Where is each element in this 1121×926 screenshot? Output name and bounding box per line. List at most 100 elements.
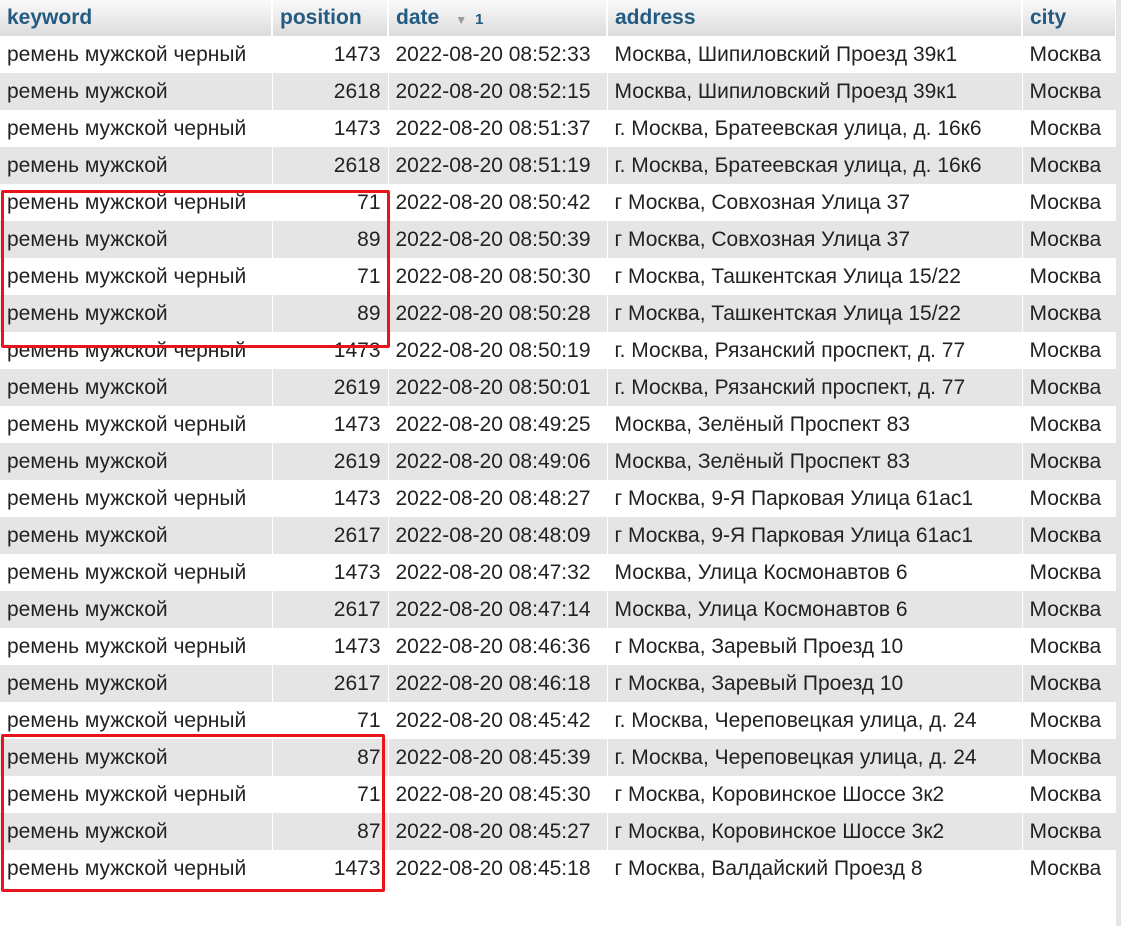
table-row[interactable]: ремень мужской черный 71 2022-08-20 08:45:… (0, 776, 1117, 813)
cell-position: 1473 (272, 480, 389, 517)
results-table: keyword position date ▼ 1 address city рем… (0, 0, 1117, 887)
table-row[interactable]: ремень мужской черный 71 2022-08-20 08:50:… (0, 258, 1117, 295)
cell-city: Москва (1022, 443, 1117, 480)
table-row[interactable]: ремень мужской черный 1473 2022-08-20 08:4… (0, 406, 1117, 443)
cell-position: 2618 (272, 73, 389, 110)
cell-date: 2022-08-20 08:50:19 (388, 332, 608, 369)
cell-position: 1473 (272, 332, 389, 369)
cell-address: Москва, Зелёный Проспект 83 (607, 443, 1023, 480)
table-row[interactable]: ремень мужской черный 1473 2022-08-20 08:5… (0, 110, 1117, 147)
cell-position: 1473 (272, 110, 389, 147)
cell-position: 2619 (272, 369, 389, 406)
cell-date: 2022-08-20 08:45:27 (388, 813, 608, 850)
table-row[interactable]: ремень мужской черный 1473 2022-08-20 08:4… (0, 480, 1117, 517)
column-header-date-label: date (396, 6, 440, 29)
table-row[interactable]: ремень мужской 87 2022-08-20 08:45:39 г. Мо… (0, 739, 1117, 776)
table-row[interactable]: ремень мужской 2617 2022-08-20 08:47:14 Мос… (0, 591, 1117, 628)
cell-keyword: ремень мужской черный (0, 776, 273, 813)
cell-address: Москва, Улица Космонавтов 6 (607, 591, 1023, 628)
column-edge (1116, 0, 1121, 926)
cell-date: 2022-08-20 08:45:18 (388, 850, 608, 887)
cell-date: 2022-08-20 08:50:39 (388, 221, 608, 258)
table-row[interactable]: ремень мужской 89 2022-08-20 08:50:28 г Мос… (0, 295, 1117, 332)
cell-position: 87 (272, 813, 389, 850)
cell-city: Москва (1022, 591, 1117, 628)
table-row[interactable]: ремень мужской черный 1473 2022-08-20 08:4… (0, 850, 1117, 887)
cell-date: 2022-08-20 08:45:39 (388, 739, 608, 776)
column-header-address[interactable]: address (607, 0, 1023, 36)
cell-city: Москва (1022, 665, 1117, 702)
cell-city: Москва (1022, 813, 1117, 850)
table-row[interactable]: ремень мужской черный 71 2022-08-20 08:45:… (0, 702, 1117, 739)
cell-keyword: ремень мужской (0, 517, 273, 554)
cell-date: 2022-08-20 08:48:09 (388, 517, 608, 554)
cell-address: г. Москва, Череповецкая улица, д. 24 (607, 702, 1023, 739)
table-row[interactable]: ремень мужской 87 2022-08-20 08:45:27 г Мос… (0, 813, 1117, 850)
cell-keyword: ремень мужской (0, 813, 273, 850)
cell-address: г Москва, Совхозная Улица 37 (607, 221, 1023, 258)
column-header-city[interactable]: city (1022, 0, 1117, 36)
cell-keyword: ремень мужской (0, 147, 273, 184)
cell-address: Москва, Улица Космонавтов 6 (607, 554, 1023, 591)
table-row[interactable]: ремень мужской 89 2022-08-20 08:50:39 г Мос… (0, 221, 1117, 258)
cell-keyword: ремень мужской черный (0, 36, 273, 73)
cell-city: Москва (1022, 739, 1117, 776)
cell-address: г. Москва, Рязанский проспект, д. 77 (607, 332, 1023, 369)
cell-position: 1473 (272, 36, 389, 73)
cell-address: г Москва, Коровинское Шоссе 3к2 (607, 776, 1023, 813)
cell-address: г Москва, Заревый Проезд 10 (607, 665, 1023, 702)
table-row[interactable]: ремень мужской 2617 2022-08-20 08:46:18 г М… (0, 665, 1117, 702)
table-row[interactable]: ремень мужской 2618 2022-08-20 08:52:15 Мос… (0, 73, 1117, 110)
cell-keyword: ремень мужской черный (0, 258, 273, 295)
cell-keyword: ремень мужской черный (0, 554, 273, 591)
cell-position: 2618 (272, 147, 389, 184)
cell-keyword: ремень мужской (0, 295, 273, 332)
cell-city: Москва (1022, 221, 1117, 258)
cell-date: 2022-08-20 08:47:14 (388, 591, 608, 628)
cell-city: Москва (1022, 332, 1117, 369)
cell-date: 2022-08-20 08:50:01 (388, 369, 608, 406)
table-row[interactable]: ремень мужской 2617 2022-08-20 08:48:09 г М… (0, 517, 1117, 554)
cell-keyword: ремень мужской черный (0, 332, 273, 369)
cell-position: 89 (272, 295, 389, 332)
cell-position: 1473 (272, 850, 389, 887)
cell-city: Москва (1022, 147, 1117, 184)
cell-date: 2022-08-20 08:46:36 (388, 628, 608, 665)
table-row[interactable]: ремень мужской черный 71 2022-08-20 08:50:… (0, 184, 1117, 221)
cell-position: 71 (272, 258, 389, 295)
cell-city: Москва (1022, 258, 1117, 295)
cell-position: 71 (272, 776, 389, 813)
cell-address: Москва, Шипиловский Проезд 39к1 (607, 73, 1023, 110)
table-row[interactable]: ремень мужской черный 1473 2022-08-20 08:5… (0, 332, 1117, 369)
column-header-date[interactable]: date ▼ 1 (388, 0, 608, 36)
column-header-position[interactable]: position (272, 0, 389, 36)
cell-city: Москва (1022, 110, 1117, 147)
cell-address: г Москва, Заревый Проезд 10 (607, 628, 1023, 665)
cell-keyword: ремень мужской черный (0, 628, 273, 665)
cell-keyword: ремень мужской черный (0, 110, 273, 147)
cell-city: Москва (1022, 184, 1117, 221)
cell-city: Москва (1022, 628, 1117, 665)
cell-date: 2022-08-20 08:46:18 (388, 665, 608, 702)
table-row[interactable]: ремень мужской 2619 2022-08-20 08:50:01 г. … (0, 369, 1117, 406)
table-row[interactable]: ремень мужской черный 1473 2022-08-20 08:4… (0, 628, 1117, 665)
cell-date: 2022-08-20 08:49:06 (388, 443, 608, 480)
cell-city: Москва (1022, 702, 1117, 739)
cell-city: Москва (1022, 369, 1117, 406)
cell-position: 1473 (272, 554, 389, 591)
cell-city: Москва (1022, 850, 1117, 887)
column-header-keyword[interactable]: keyword (0, 0, 273, 36)
cell-position: 87 (272, 739, 389, 776)
cell-address: г Москва, 9-Я Парковая Улица 61ас1 (607, 517, 1023, 554)
cell-position: 89 (272, 221, 389, 258)
cell-address: г. Москва, Череповецкая улица, д. 24 (607, 739, 1023, 776)
cell-position: 2617 (272, 591, 389, 628)
cell-keyword: ремень мужской (0, 443, 273, 480)
table-row[interactable]: ремень мужской черный 1473 2022-08-20 08:4… (0, 554, 1117, 591)
cell-address: г Москва, Совхозная Улица 37 (607, 184, 1023, 221)
cell-date: 2022-08-20 08:52:33 (388, 36, 608, 73)
table-row[interactable]: ремень мужской черный 1473 2022-08-20 08:5… (0, 36, 1117, 73)
cell-date: 2022-08-20 08:49:25 (388, 406, 608, 443)
table-row[interactable]: ремень мужской 2618 2022-08-20 08:51:19 г. … (0, 147, 1117, 184)
table-row[interactable]: ремень мужской 2619 2022-08-20 08:49:06 Мос… (0, 443, 1117, 480)
